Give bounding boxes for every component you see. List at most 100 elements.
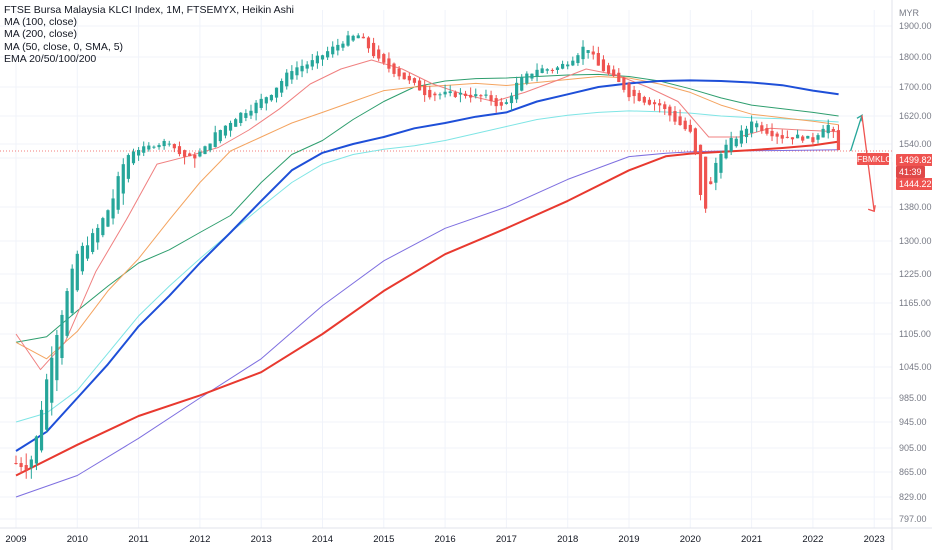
chart-legend: FTSE Bursa Malaysia KLCI Index, 1M, FTSE… — [4, 4, 294, 65]
candle-body — [224, 126, 227, 136]
candle-body — [495, 98, 498, 106]
candle-body — [387, 58, 390, 68]
candle-body — [346, 35, 349, 45]
candle-body — [403, 73, 406, 80]
candle-body — [827, 125, 830, 133]
candle-body — [45, 379, 48, 429]
y-tick-label: 1045.00 — [899, 362, 932, 372]
candle-body — [163, 141, 166, 146]
symbol-tag: FBMKLCI — [857, 153, 889, 165]
candle-body — [188, 153, 191, 156]
candle-body — [770, 131, 773, 136]
y-tick-label: 1300.00 — [899, 236, 932, 246]
candle-body — [796, 135, 799, 139]
x-tick-label: 2022 — [802, 534, 823, 545]
chart-stage: 797.00 829.00 865.00 905.00 945.00 985.00 1045… — [0, 0, 932, 550]
candle-body — [91, 233, 94, 252]
candle-body — [117, 176, 120, 210]
y-tick-label: 1800.00 — [899, 52, 932, 62]
candle-body — [362, 37, 365, 38]
candle-body — [111, 198, 114, 218]
candle-body — [408, 76, 411, 80]
candle-body — [152, 147, 155, 148]
candle-body — [352, 36, 355, 41]
y-tick-label: 985.00 — [899, 393, 927, 403]
candle-body — [663, 104, 666, 109]
candle-body — [203, 146, 206, 154]
candle-body — [556, 67, 559, 70]
y-tick-label: 945.00 — [899, 417, 927, 427]
y-tick-label: 1225.00 — [899, 269, 932, 279]
candle-body — [643, 97, 646, 103]
x-tick-label: 2014 — [312, 534, 333, 545]
candle-body — [454, 92, 457, 97]
y-tick-label: 797.00 — [899, 514, 927, 524]
x-tick-label: 2023 — [864, 534, 885, 545]
candle-body — [730, 138, 733, 151]
currency-unit: MYR — [899, 8, 919, 18]
candle-body — [581, 47, 584, 59]
candle-body — [71, 269, 74, 313]
price-chart[interactable]: 797.00829.00865.00905.00945.00985.001045… — [0, 0, 932, 550]
candle-body — [541, 68, 544, 73]
candle-body — [684, 121, 687, 129]
candle-body — [602, 59, 605, 71]
candle-body — [750, 122, 753, 133]
y-tick-label: 1380.00 — [899, 202, 932, 212]
candle-body — [678, 116, 681, 125]
candle-body — [147, 146, 150, 150]
candle-body — [505, 102, 508, 104]
candle-body — [760, 125, 763, 131]
x-tick-label: 2018 — [557, 534, 578, 545]
candle-body — [464, 94, 467, 96]
candle-body — [459, 93, 462, 95]
candle-body — [260, 99, 263, 108]
candle-body — [392, 64, 395, 74]
candle-body — [510, 96, 513, 103]
candle-body — [357, 35, 360, 38]
candle-body — [398, 69, 401, 77]
candle-body — [55, 335, 58, 380]
candle-body — [244, 113, 247, 118]
candle-body — [306, 64, 309, 68]
legend-ma200[interactable]: MA (200, close) — [4, 28, 294, 40]
candle-body — [530, 74, 533, 79]
candle-body — [694, 128, 697, 153]
candle-body — [714, 163, 717, 183]
candle-body — [254, 103, 257, 113]
candle-body — [699, 145, 702, 195]
candle-body — [331, 47, 334, 55]
candle-body — [500, 102, 503, 106]
candle-body — [122, 164, 125, 193]
legend-ma100[interactable]: MA (100, close) — [4, 16, 294, 28]
candle-body — [535, 70, 538, 76]
candle-body — [311, 60, 314, 66]
candle-body — [724, 145, 727, 159]
candle-body — [290, 71, 293, 79]
candle-body — [96, 228, 99, 242]
candle-body — [837, 130, 840, 150]
legend-ema-set[interactable]: EMA 20/50/100/200 — [4, 53, 294, 65]
candle-body — [658, 103, 661, 105]
ema100-line — [16, 74, 839, 342]
candle-body — [316, 56, 319, 64]
candle-body — [719, 154, 722, 173]
y-tick-label: 1540.00 — [899, 139, 932, 149]
legend-ma50-sma[interactable]: MA (50, close, 0, SMA, 5) — [4, 41, 294, 53]
candle-body — [627, 83, 630, 97]
chart-title[interactable]: FTSE Bursa Malaysia KLCI Index, 1M, FTSE… — [4, 4, 294, 16]
candle-body — [280, 81, 283, 93]
y-tick-label: 865.00 — [899, 467, 927, 477]
x-tick-label: 2012 — [189, 534, 210, 545]
ma200-line — [16, 142, 839, 476]
candle-body — [515, 83, 518, 100]
candle-body — [377, 50, 380, 59]
candle-body — [168, 144, 171, 145]
x-tick-label: 2015 — [373, 534, 394, 545]
candle-body — [265, 97, 268, 103]
candle-body — [106, 210, 109, 226]
candle-body — [612, 69, 615, 76]
candle-body — [709, 181, 712, 184]
x-tick-label: 2009 — [5, 534, 26, 545]
candle-body — [653, 102, 656, 104]
